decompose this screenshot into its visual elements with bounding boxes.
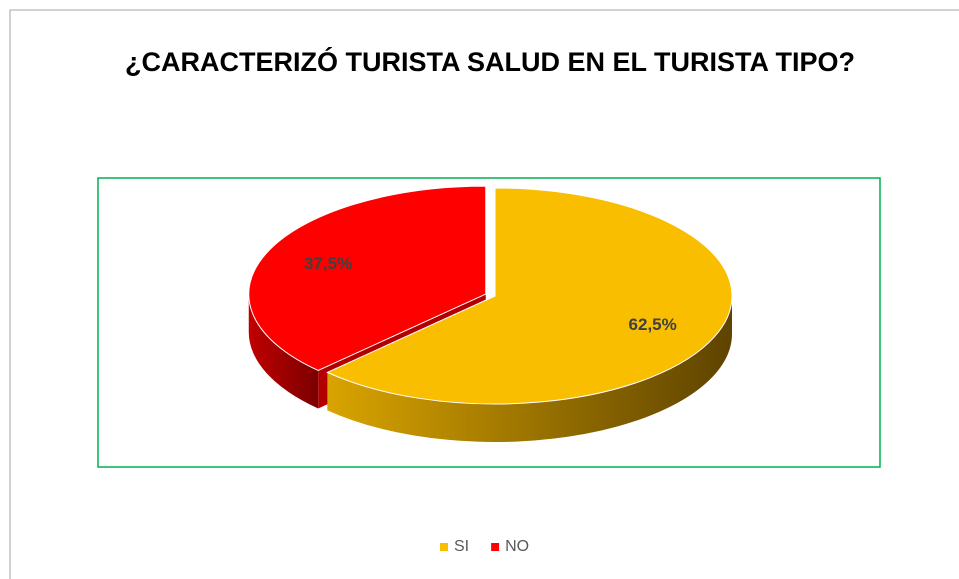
slice-side <box>248 294 319 409</box>
data-label: 62,5% <box>629 315 677 334</box>
slice-top <box>326 187 733 405</box>
plot-area <box>97 177 881 468</box>
slice-side <box>327 296 732 442</box>
legend-swatch <box>440 543 448 551</box>
chart-border <box>9 9 959 579</box>
slice-top <box>248 185 487 372</box>
data-label: 37,5% <box>304 254 352 273</box>
legend-label: NO <box>505 538 529 555</box>
legend-swatch <box>491 543 500 551</box>
chart-title: ¿CARACTERIZÓ TURISTA SALUD EN EL TURISTA… <box>125 47 855 77</box>
legend-label: SI <box>454 538 469 555</box>
slice <box>326 187 733 442</box>
